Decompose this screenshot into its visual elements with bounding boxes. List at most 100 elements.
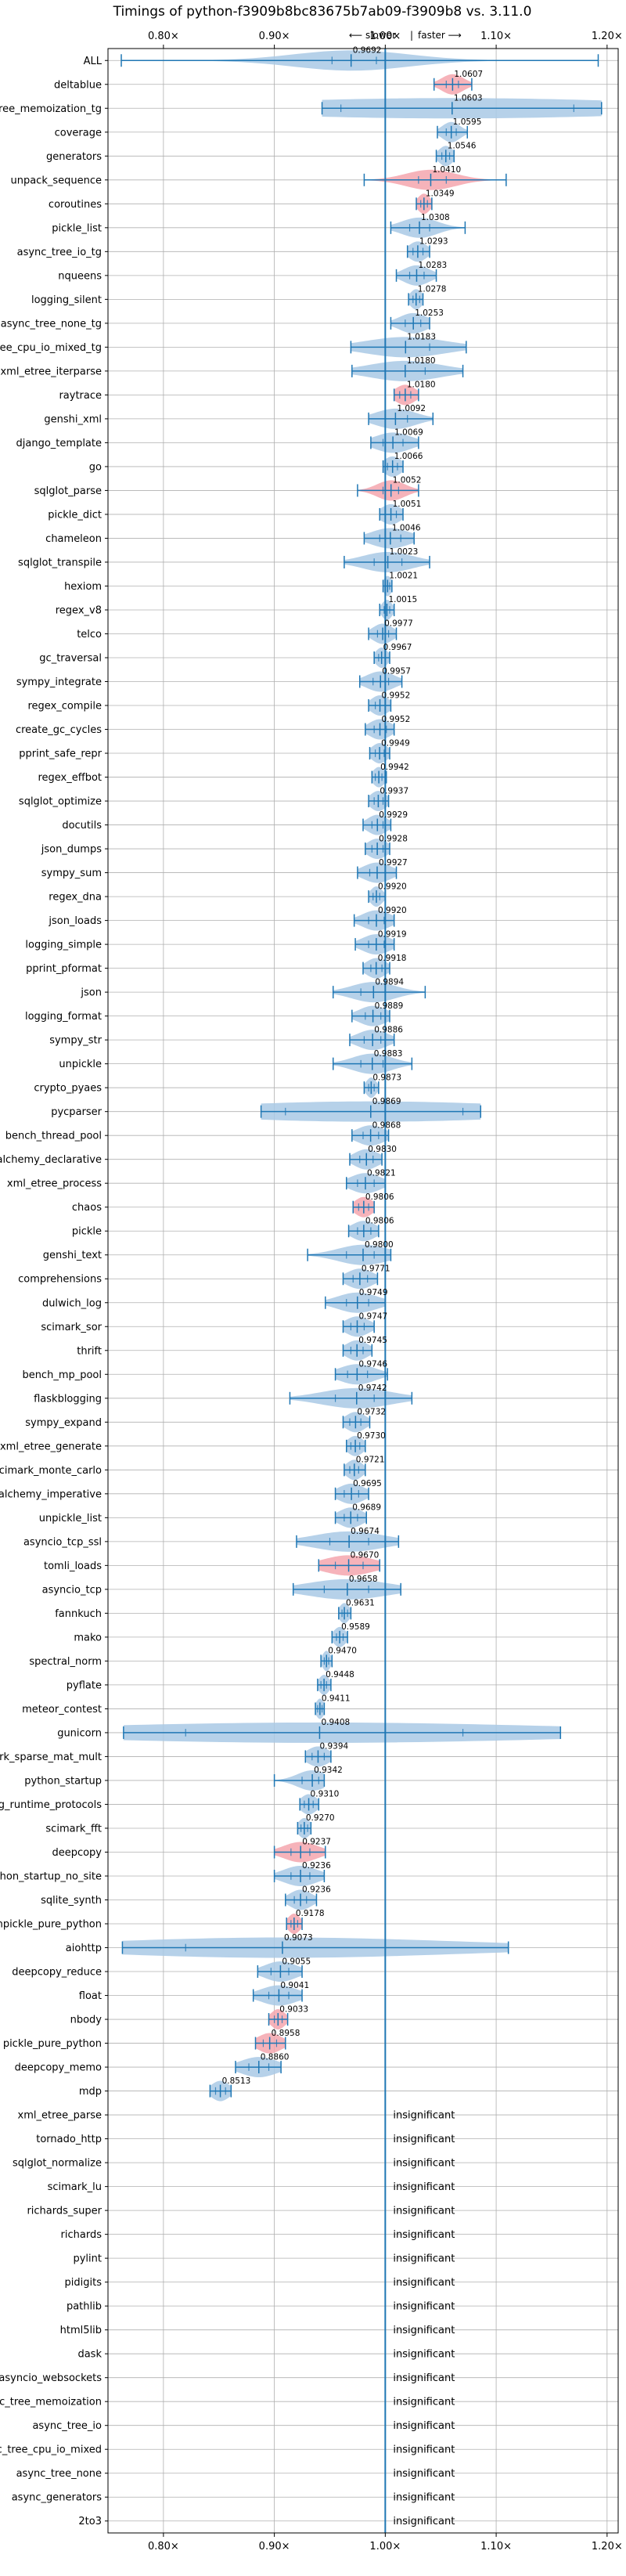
value-annotation: 0.9408 (321, 1718, 350, 1727)
value-annotation: 0.9033 (279, 2004, 308, 2014)
insignificant-label: insignificant (393, 2181, 455, 2193)
value-annotation: 0.9927 (379, 858, 408, 868)
value-annotation: 1.0023 (390, 547, 419, 557)
value-annotation: 1.0052 (393, 476, 422, 485)
value-annotation: 1.0069 (394, 428, 423, 438)
value-annotation: 1.0253 (415, 308, 444, 318)
value-annotation: 0.9869 (372, 1097, 401, 1106)
benchmark-label: async_tree_none (16, 2468, 102, 2480)
benchmark-label: comprehensions (18, 1274, 102, 1286)
benchmark-label: json_loads (48, 915, 102, 927)
benchmark-label: richards_super (27, 2206, 102, 2217)
value-annotation: 0.9236 (302, 1861, 331, 1871)
value-annotation: 0.8958 (272, 2029, 300, 2038)
value-annotation: 0.9806 (365, 1216, 394, 1225)
insignificant-label: insignificant (393, 2158, 455, 2170)
stat-markers (121, 54, 603, 2098)
value-annotation: 1.0546 (448, 142, 477, 151)
benchmark-label: chameleon (45, 533, 102, 545)
benchmark-label: fannkuch (55, 1608, 102, 1620)
value-annotation: 0.9747 (358, 1312, 387, 1322)
benchmark-label: create_gc_cycles (16, 724, 102, 736)
benchmark-label: coverage (55, 127, 102, 139)
benchmark-label: asyncio_tcp (42, 1584, 102, 1596)
value-annotation: 0.9800 (365, 1240, 394, 1250)
benchmark-label: pprint_safe_repr (19, 749, 102, 760)
benchmark-label: bench_mp_pool (22, 1369, 102, 1381)
benchmark-label: pickle_dict (48, 509, 102, 521)
benchmark-label: dulwich_log (42, 1297, 102, 1309)
value-annotation: 0.9918 (378, 954, 407, 963)
value-annotation: 0.9589 (341, 1622, 370, 1632)
benchmark-label: unpickle (59, 1059, 102, 1070)
value-annotation: 0.9394 (319, 1742, 348, 1752)
x-tick-label-top: 1.20× (592, 31, 623, 42)
value-annotation: 1.0066 (394, 452, 423, 461)
insignificant-label: insignificant (393, 2110, 455, 2122)
x-tick-label-top: 0.80× (148, 31, 179, 42)
benchmark-label: regex_dna (49, 892, 102, 904)
benchmark-label: typing_runtime_protocols (0, 1799, 102, 1811)
benchmark-label: deepcopy_memo (15, 2062, 102, 2074)
value-annotation: 1.0410 (432, 165, 461, 175)
benchmark-label: meteor_contest (22, 1704, 102, 1716)
benchmark-label: bench_thread_pool (5, 1131, 102, 1142)
benchmark-label: raytrace (59, 390, 102, 402)
benchmark-label: json (80, 987, 102, 999)
value-annotation: 0.9806 (365, 1192, 394, 1202)
value-annotation: 1.0607 (454, 70, 483, 79)
benchmark-label: sympy_sum (41, 868, 102, 879)
value-annotation: 0.8513 (222, 2076, 251, 2086)
value-annotation: 0.9942 (380, 763, 409, 772)
value-annotation: 0.9883 (374, 1049, 403, 1059)
value-annotation: 0.9730 (357, 1431, 386, 1441)
direction-faster-label: faster ⟶ (418, 30, 462, 41)
direction-slower-label: ⟵ slower (349, 30, 396, 41)
benchmark-label: async_tree_cpu_io_mixed (0, 2444, 102, 2456)
benchmark-label: mdp (79, 2086, 102, 2098)
value-annotation: 1.0015 (388, 595, 417, 604)
benchmark-label: aiohttp (66, 1943, 102, 1954)
x-tick-label-bottom: 1.10× (480, 2541, 512, 2553)
benchmark-label: pickle (72, 1226, 102, 1238)
benchmark-label: coroutines (49, 199, 102, 211)
benchmark-label: dask (77, 2349, 102, 2361)
benchmark-label: chaos (72, 1202, 102, 1214)
value-annotation: 0.9749 (359, 1288, 388, 1297)
benchmark-label: asyncio_tcp_ssl (23, 1536, 102, 1548)
benchmark-label: deltablue (54, 79, 102, 91)
value-annotation: 0.9746 (358, 1360, 387, 1369)
benchmark-label: python_startup_no_site (0, 1871, 102, 1882)
benchmark-label: pickle_pure_python (3, 2038, 102, 2050)
benchmark-label: pprint_pformat (26, 963, 102, 975)
value-annotation: 1.0308 (421, 213, 450, 222)
value-annotation: 0.9868 (372, 1120, 401, 1130)
benchmark-label: scimark_sor (41, 1322, 102, 1333)
benchmark-label: pidigits (65, 2277, 103, 2289)
x-tick-label-bottom: 1.20× (592, 2541, 623, 2553)
value-annotation: 0.9674 (351, 1527, 380, 1536)
benchmark-label: async_tree_io_tg (17, 247, 102, 258)
benchmark-label: gc_traversal (39, 652, 102, 664)
benchmark-label: pycparser (51, 1106, 102, 1118)
value-annotation: 1.0603 (454, 94, 483, 103)
value-annotation: 0.9952 (382, 715, 411, 724)
value-annotation: 0.9041 (280, 1981, 309, 1990)
insignificant-label: insignificant (393, 2397, 455, 2408)
value-annotation: 0.9237 (302, 1838, 331, 1847)
benchmark-label: pathlib (67, 2301, 102, 2313)
benchmark-label: float (79, 1990, 102, 2002)
benchmark-label: mako (74, 1632, 102, 1643)
insignificant-label: insignificant (393, 2253, 455, 2265)
insignificant-label: insignificant (393, 2277, 455, 2289)
value-annotation: 0.9929 (379, 810, 408, 820)
benchmark-label: genshi_text (43, 1250, 102, 1261)
value-annotation: 0.9178 (296, 1909, 325, 1918)
value-annotation: 0.9270 (306, 1813, 335, 1823)
benchmark-label: unpack_sequence (10, 175, 102, 186)
benchmark-label: spectral_norm (29, 1656, 102, 1668)
value-annotation: 1.0046 (392, 524, 421, 533)
benchmark-label: unpickle_pure_python (0, 1919, 102, 1931)
benchmark-label: regex_compile (27, 701, 102, 713)
value-annotation: 0.9732 (357, 1408, 386, 1417)
